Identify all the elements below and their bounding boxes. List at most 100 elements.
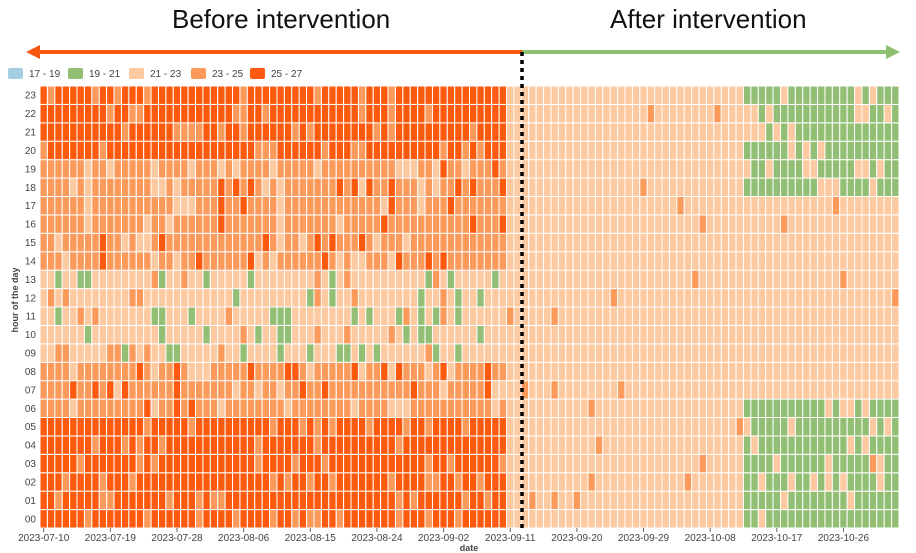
heatmap-cell	[594, 140, 604, 161]
heatmap-cell	[624, 361, 633, 382]
heatmap-cell	[698, 361, 707, 382]
heatmap-cell	[46, 288, 56, 308]
heatmap-cell	[639, 472, 648, 492]
heatmap-cell	[646, 343, 656, 363]
heatmap-cell	[313, 435, 322, 455]
heatmap-cell	[83, 324, 93, 345]
heatmap-cell	[224, 490, 234, 511]
heatmap-cell	[461, 398, 470, 418]
heatmap-cell	[313, 453, 322, 474]
heatmap-cell	[543, 361, 552, 382]
heatmap-cell	[39, 159, 48, 179]
before-intervention-heading: Before intervention	[172, 4, 391, 34]
heatmap-cell	[735, 453, 745, 474]
heatmap-cell	[868, 380, 878, 400]
heatmap-cell	[461, 380, 470, 400]
heatmap-cell	[202, 177, 211, 198]
heatmap-cell	[476, 324, 485, 345]
heatmap-cell	[528, 398, 537, 418]
heatmap-cell	[224, 159, 234, 179]
heatmap-cell	[232, 435, 241, 455]
heatmap-cell	[846, 509, 856, 529]
heatmap-cell	[757, 196, 767, 216]
heatmap-cell	[409, 177, 419, 198]
heatmap-cell	[261, 214, 271, 234]
heatmap-cell	[446, 306, 456, 326]
heatmap-cell	[454, 196, 463, 216]
heatmap-cell	[380, 435, 389, 455]
heatmap-cell	[750, 159, 759, 179]
heatmap-cell	[61, 417, 71, 437]
heatmap-cell	[172, 232, 182, 253]
heatmap-cell	[883, 140, 893, 161]
heatmap-cell	[76, 122, 85, 142]
heatmap-cell	[76, 196, 85, 216]
heatmap-cell	[498, 361, 508, 382]
heatmap-cell	[217, 343, 226, 363]
heatmap-cell	[602, 306, 611, 326]
heatmap-cell	[528, 472, 537, 492]
heatmap-cell	[343, 343, 352, 363]
heatmap-cell	[698, 490, 707, 511]
heatmap-cell	[735, 177, 745, 198]
heatmap-cell	[757, 435, 767, 455]
heatmap-cell	[661, 490, 670, 511]
heatmap-cell	[557, 453, 567, 474]
heatmap-cell	[150, 196, 159, 216]
heatmap-cell	[180, 453, 189, 474]
heatmap-cell	[831, 140, 841, 161]
heatmap-cell	[106, 343, 115, 363]
heatmap-cell	[698, 214, 707, 234]
heatmap-cell	[180, 398, 189, 418]
heatmap-cell	[861, 398, 870, 418]
heatmap-cell	[276, 435, 285, 455]
heatmap-cell	[550, 288, 559, 308]
heatmap-cell	[624, 380, 633, 400]
heatmap-cell	[705, 232, 715, 253]
heatmap-cell	[150, 122, 159, 142]
heatmap-cell	[617, 380, 626, 400]
heatmap-cell	[224, 103, 234, 124]
heatmap-cell	[528, 324, 537, 345]
heatmap-cell	[646, 232, 656, 253]
heatmap-cell	[209, 103, 219, 124]
heatmap-cell	[343, 196, 352, 216]
heatmap-cell	[439, 306, 448, 326]
heatmap-cell	[202, 398, 211, 418]
heatmap-cell	[269, 509, 278, 529]
heatmap-cell	[780, 214, 789, 234]
heatmap-cell	[106, 232, 115, 253]
heatmap-cell	[291, 288, 300, 308]
heatmap-cell	[483, 269, 493, 290]
heatmap-cell	[698, 288, 707, 308]
heatmap-cell	[528, 509, 537, 529]
heatmap-cell	[683, 435, 693, 455]
heatmap-cell	[424, 177, 433, 198]
heatmap-cell	[232, 140, 241, 161]
heatmap-cell	[224, 472, 234, 492]
heatmap-cell	[646, 417, 656, 437]
heatmap-cell	[135, 417, 145, 437]
heatmap-cell	[572, 269, 582, 290]
heatmap-cell	[498, 380, 508, 400]
heatmap-cell	[246, 232, 256, 253]
heatmap-cell	[491, 417, 500, 437]
heatmap-cell	[787, 196, 796, 216]
heatmap-cell	[217, 85, 226, 105]
heatmap-cell	[742, 196, 752, 216]
heatmap-cell	[261, 232, 271, 253]
heatmap-cell	[469, 361, 478, 382]
heatmap-cell	[409, 159, 419, 179]
heatmap-cell	[491, 140, 500, 161]
heatmap-cell	[506, 122, 515, 142]
heatmap-cell	[439, 103, 448, 124]
heatmap-cell	[165, 306, 174, 326]
heatmap-cell	[46, 122, 56, 142]
heatmap-cell	[239, 177, 248, 198]
heatmap-cell	[883, 453, 893, 474]
heatmap-cell	[780, 196, 789, 216]
heatmap-cell	[691, 361, 700, 382]
heatmap-cell	[217, 417, 226, 437]
heatmap-cell	[54, 251, 63, 271]
heatmap-cell	[469, 472, 478, 492]
